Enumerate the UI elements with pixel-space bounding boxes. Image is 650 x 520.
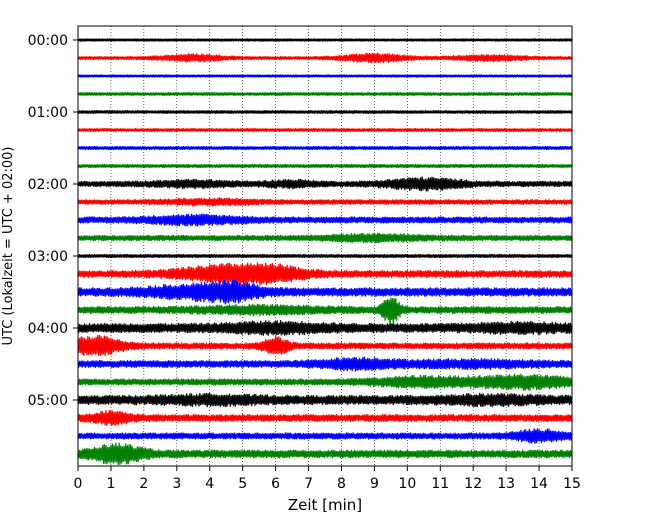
- plot-frame: [77, 25, 573, 467]
- trace-0245: [77, 232, 573, 244]
- y-tick-label: 00:00: [28, 33, 68, 49]
- trace-0330: [77, 279, 573, 305]
- x-tick-label: 9: [370, 476, 379, 492]
- trace-0500: [77, 392, 573, 408]
- seismogram-traces: [77, 38, 573, 465]
- x-tick-label: 6: [271, 476, 280, 492]
- trace-0430: [77, 356, 573, 372]
- trace-0530: [77, 428, 573, 444]
- x-tick-label: 14: [530, 476, 548, 492]
- x-tick-label: 3: [172, 476, 181, 492]
- y-tick-label: 05:00: [28, 393, 68, 409]
- y-tick-label: 03:00: [28, 249, 68, 265]
- trace-0415: [77, 334, 573, 357]
- x-tick-label: 7: [304, 476, 313, 492]
- y-axis: 00:00 01:00 02:00 03:00 04:00 05:00: [28, 33, 78, 409]
- trace-0345: [77, 297, 573, 326]
- y-tick-label: 02:00: [28, 177, 68, 193]
- trace-0545: [77, 442, 573, 465]
- y-tick-label: 04:00: [28, 321, 68, 337]
- y-tick-label: 01:00: [28, 105, 68, 121]
- trace-0200: [77, 176, 573, 192]
- trace-0300: [77, 253, 573, 259]
- trace-0130: [77, 145, 573, 151]
- x-axis-label: Zeit [min]: [288, 496, 362, 514]
- x-tick-label: 4: [205, 476, 214, 492]
- x-tick-label: 13: [497, 476, 515, 492]
- x-tick-label: 11: [431, 476, 449, 492]
- x-tick-label: 2: [139, 476, 148, 492]
- trace-0515: [77, 409, 573, 427]
- x-tick-label: 10: [398, 476, 416, 492]
- trace-0215: [77, 197, 573, 207]
- x-tick-label: 5: [238, 476, 247, 492]
- x-tick-label: 1: [106, 476, 115, 492]
- trace-0315: [77, 262, 573, 286]
- trace-0015: [77, 52, 573, 64]
- trace-0230: [77, 213, 573, 227]
- x-tick-label: 12: [464, 476, 482, 492]
- y-axis-label: UTC (Lokalzeit = UTC + 02:00): [1, 147, 16, 346]
- trace-0400: [77, 320, 573, 336]
- trace-0445: [77, 373, 573, 391]
- x-tick-label: 0: [74, 476, 83, 492]
- x-axis: 0 1 2 3 4 5 6 7 8 9 10 11 12 13 14 15: [74, 466, 581, 492]
- x-tick-label: 15: [563, 476, 581, 492]
- x-tick-label: 8: [337, 476, 346, 492]
